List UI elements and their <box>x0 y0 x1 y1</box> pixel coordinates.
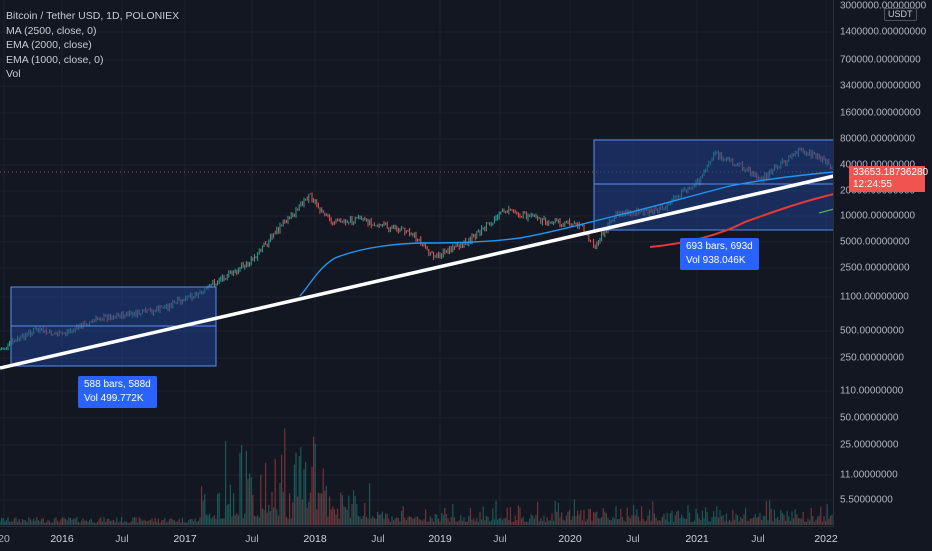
price-axis-tick: 25.00000000 <box>840 439 899 451</box>
price-axis-top-label: 3000000.00000000 <box>840 0 927 12</box>
measure-badge-2016: 588 bars, 588d Vol 499.772K <box>78 376 157 408</box>
time-axis-label: 2019 <box>428 533 452 545</box>
legend-ma[interactable]: MA (2500, close, 0) <box>6 24 97 37</box>
measure-vol-label: Vol 499.772K <box>84 393 144 404</box>
time-axis-label: 20 <box>0 533 10 545</box>
price-axis-tick: 5.50000000 <box>840 494 893 506</box>
time-axis-label: Jul <box>245 533 259 545</box>
legend-ema-1000[interactable]: EMA (1000, close, 0) <box>6 53 104 66</box>
ema-1000-line <box>818 208 835 214</box>
time-axis-label: Jul <box>626 533 640 545</box>
current-price-tag: 33653.18736280 12:24:55 <box>849 166 929 192</box>
measure-bars-label: 588 bars, 588d <box>84 379 151 390</box>
time-axis-label: Jul <box>371 533 385 545</box>
ma-2500-line <box>299 171 835 297</box>
time-axis-label: 2018 <box>303 533 327 545</box>
currency-unit-button[interactable]: USDT <box>884 8 917 21</box>
time-axis-label: 2022 <box>814 533 838 545</box>
price-axis-tick: 11.00000000 <box>840 469 898 481</box>
price-axis[interactable]: 3000000.00000000 1400000.00000000 700000.… <box>833 0 932 526</box>
price-axis-tick: 1100.00000000 <box>840 291 909 303</box>
time-axis-label: 2017 <box>173 533 197 545</box>
time-axis-label: Jul <box>115 533 129 545</box>
price-axis-tick: 160000.00000000 <box>840 107 921 119</box>
price-axis-tick: 110.00000000 <box>840 385 904 397</box>
price-axis-tick: 5000.00000000 <box>840 236 910 248</box>
price-axis-tick: 80000.00000000 <box>840 133 916 145</box>
price-axis-tick: 40000.00000000 <box>840 159 916 171</box>
price-axis-tick: 10000.00000000 <box>840 210 916 222</box>
time-axis-label: 2016 <box>50 533 74 545</box>
volume-bars <box>0 428 835 525</box>
time-axis-label: Jul <box>493 533 507 545</box>
measure-badge-2020: 693 bars, 693d Vol 938.046K <box>680 238 759 270</box>
time-axis-label: 2021 <box>685 533 709 545</box>
price-axis-tick: 1400000.00000000 <box>840 26 927 38</box>
legend-ema-2000[interactable]: EMA (2000, close) <box>6 39 92 51</box>
price-axis-tick: 340000.00000000 <box>840 80 921 92</box>
price-axis-tick: 700000.00000000 <box>840 54 921 66</box>
trend-line[interactable] <box>0 168 861 370</box>
price-axis-tick: 500.00000000 <box>840 325 904 337</box>
symbol-title[interactable]: Bitcoin / Tether USD, 1D, POLONIEX <box>6 10 180 22</box>
price-axis-tick: 2500.00000000 <box>840 262 910 274</box>
price-axis-tick: 250.00000000 <box>840 352 904 364</box>
time-axis-label: 2020 <box>558 533 582 545</box>
time-axis-label: Jul <box>751 533 765 545</box>
measure-vol-label: Vol 938.046K <box>686 255 746 266</box>
current-price-value: 33653.18736280 <box>853 167 929 178</box>
indicator-legend: Bitcoin / Tether USD, 1D, POLONIEX MA (2… <box>6 9 179 82</box>
bar-countdown: 12:24:55 <box>853 179 892 190</box>
price-axis-tick: 50.00000000 <box>840 412 899 424</box>
time-axis[interactable]: 20 2016 Jul 2017 Jul 2018 Jul 2019 Jul 2020 Jul 202… <box>0 526 838 551</box>
measure-bars-label: 693 bars, 693d <box>686 241 753 252</box>
legend-vol[interactable]: Vol <box>6 68 21 80</box>
